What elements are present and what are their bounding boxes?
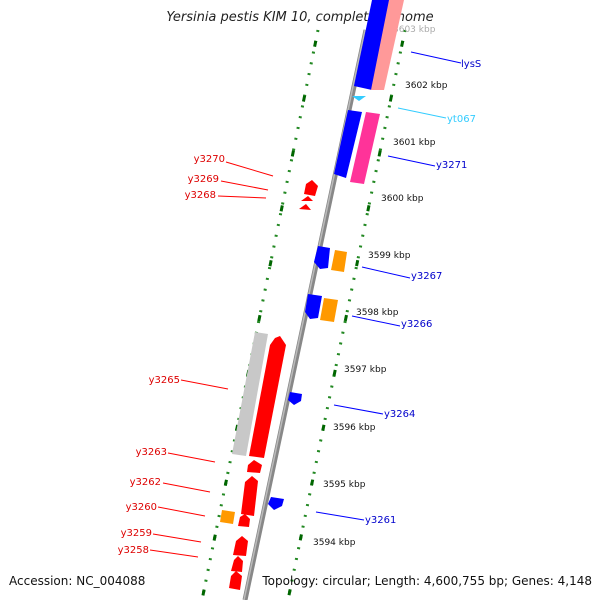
gene-y3262[interactable] [241,476,258,516]
right-scale-tick [287,589,292,596]
label-y3266[interactable]: y3266 [401,319,432,330]
label-y3265[interactable]: y3265 [149,375,180,386]
gene-y3271-blue[interactable] [334,110,362,178]
left-scale-tick [290,150,295,157]
label-y3261[interactable]: y3261 [365,515,396,526]
gene-y3267-orange[interactable] [331,250,347,272]
leader-y3260 [157,506,206,517]
right-scale-tick [388,95,393,102]
kbp-label-3595: 3595 kbp [323,480,366,490]
gene-y3264[interactable] [288,392,302,405]
right-scale-tick [400,40,405,47]
gene-y3260-orange[interactable] [220,510,235,524]
kbp-label-3594: 3594 kbp [313,538,356,548]
leader-y3264 [333,404,384,415]
gene-lysS-pink[interactable] [371,0,404,90]
kbp-label-3598: 3598 kbp [356,308,399,318]
left-scale-tick [313,40,318,47]
gene-y3268[interactable] [299,204,311,210]
label-y3269[interactable]: y3269 [188,174,219,185]
gene-y3261[interactable] [268,497,284,510]
leader-y3270 [225,161,274,177]
gene-y3265-grey[interactable] [232,332,268,456]
kbp-label-3603: 3603 kbp [393,25,436,35]
kbp-label-3602: 3602 kbp [405,81,448,91]
left-scale-tick [257,314,262,322]
gene-y3258-b[interactable] [229,571,242,590]
gene-y3258-a[interactable] [231,556,243,572]
label-y3258[interactable]: y3258 [118,545,149,556]
gene-y3266-blue[interactable] [305,294,322,319]
gene-lysS-blue[interactable] [354,0,390,90]
right-scale-tick [321,424,326,431]
kbp-label-3600: 3600 kbp [381,194,424,204]
leader-yt067 [397,107,447,119]
gene-y3271-pink[interactable] [350,112,380,184]
label-y3270[interactable]: y3270 [194,154,225,165]
gene-y3267-blue[interactable] [314,246,330,269]
leader-y3259 [152,533,202,543]
right-scale-tick [332,369,337,377]
leader-y3271 [387,155,436,167]
label-y3262[interactable]: y3262 [130,477,161,488]
left-scale-dots [200,29,320,600]
right-major-ticks [287,40,405,596]
leader-lysS [410,51,462,64]
right-scale-tick [355,259,360,267]
gene-y3270[interactable] [304,180,318,196]
left-scale-tick [201,589,206,596]
leader-y3269 [220,180,269,191]
kbp-label-3599: 3599 kbp [368,251,411,261]
right-scale-tick [377,150,382,157]
label-y3259[interactable]: y3259 [121,528,152,539]
leader-y3258 [149,549,199,558]
label-y3263[interactable]: y3263 [136,447,167,458]
kbp-label-3601: 3601 kbp [393,138,436,148]
label-yt067[interactable]: yt067 [447,114,476,125]
leader-y3261 [315,511,365,521]
label-y3264[interactable]: y3264 [384,409,415,420]
gene-y3265-red[interactable] [249,336,286,458]
right-scale-tick [298,534,303,541]
gene-y3266-orange[interactable] [320,298,338,322]
leader-y3265 [180,379,229,390]
right-scale-tick [366,205,371,212]
kbp-label-3596: 3596 kbp [333,423,376,433]
right-scale-dots [286,29,407,600]
gene-y3263[interactable] [247,460,262,473]
leader-y3267 [361,266,411,279]
leader-y3263 [167,452,216,463]
label-y3260[interactable]: y3260 [126,502,157,513]
left-scale-tick [223,479,228,486]
label-y3267[interactable]: y3267 [411,271,442,282]
leader-y3262 [162,482,211,493]
left-scale-tick [301,95,307,102]
label-lysS[interactable]: lysS [461,59,481,70]
kbp-label-3597: 3597 kbp [344,365,387,375]
accession-text: Accession: NC_004088 [9,574,146,588]
gene-y3269[interactable] [301,196,313,201]
right-scale-tick [343,314,348,322]
label-y3271[interactable]: y3271 [436,160,467,171]
left-scale-tick [268,259,273,267]
left-scale-tick [212,534,217,541]
gene-y3259[interactable] [233,536,248,556]
left-scale-tick [279,205,284,212]
gene-yt067[interactable] [352,96,366,101]
label-y3268[interactable]: y3268 [185,190,216,201]
leader-y3268 [217,195,267,199]
map-title: Yersinia pestis KIM 10, complete genome [166,10,434,25]
topology-summary-text: Topology: circular; Length: 4,600,755 bp… [262,574,592,588]
right-scale-tick [310,479,315,486]
gene-y3260-red[interactable] [238,514,250,527]
leader-y3266 [351,315,401,327]
